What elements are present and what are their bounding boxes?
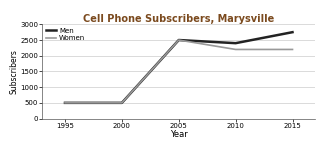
Y-axis label: Subscribers: Subscribers: [10, 49, 19, 94]
Women: [63, 102, 67, 104]
Men: [177, 39, 181, 41]
Men: [234, 42, 238, 44]
Men: [120, 102, 124, 104]
Men: [291, 31, 294, 33]
Women: [120, 102, 124, 104]
Women: [234, 48, 238, 50]
Women: [291, 48, 294, 50]
Legend: Men, Women: Men, Women: [44, 26, 86, 43]
X-axis label: Year: Year: [170, 130, 188, 139]
Title: Cell Phone Subscribers, Marysville: Cell Phone Subscribers, Marysville: [83, 14, 274, 24]
Line: Men: Men: [65, 32, 292, 103]
Line: Women: Women: [65, 40, 292, 103]
Men: [63, 102, 67, 104]
Women: [177, 39, 181, 41]
